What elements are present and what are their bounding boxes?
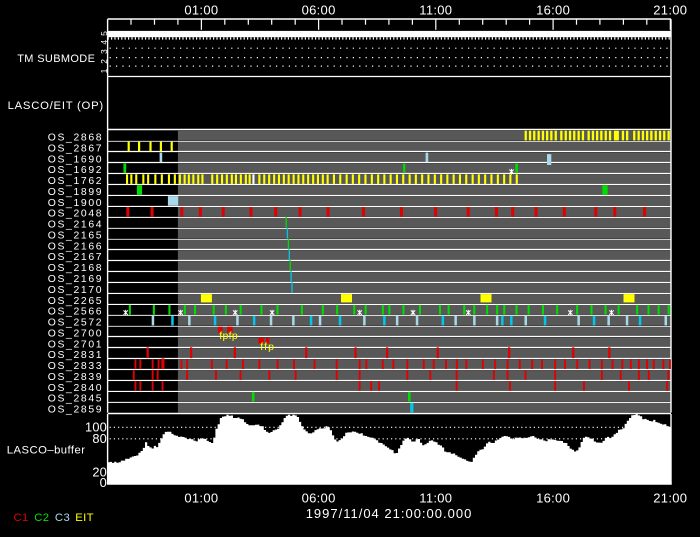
svg-text:01:00: 01:00	[184, 3, 218, 18]
svg-text:LASCO/EIT (OP): LASCO/EIT (OP)	[8, 100, 104, 112]
svg-text:OS_2845: OS_2845	[48, 394, 103, 405]
svg-text:5: 5	[99, 31, 109, 36]
svg-text:OS_2831: OS_2831	[48, 350, 103, 361]
svg-text:C1: C1	[14, 512, 29, 524]
svg-text:100: 100	[85, 420, 107, 435]
svg-text:OS_2868: OS_2868	[48, 133, 103, 144]
svg-text:OS_2265: OS_2265	[48, 296, 103, 307]
svg-text:fpfp: fpfp	[219, 330, 238, 342]
svg-text:OS_1900: OS_1900	[48, 198, 103, 209]
svg-text:01:00: 01:00	[184, 491, 218, 506]
svg-text:20: 20	[92, 465, 107, 480]
svg-text:OS_2840: OS_2840	[48, 383, 103, 394]
svg-text:OS_2859: OS_2859	[48, 405, 103, 416]
svg-text:4: 4	[99, 40, 109, 45]
svg-text:OS_2572: OS_2572	[48, 318, 103, 329]
svg-text:OS_2164: OS_2164	[48, 220, 103, 231]
svg-text:OS_2566: OS_2566	[48, 307, 103, 318]
svg-text:C2: C2	[34, 512, 49, 524]
svg-text:ffp: ffp	[260, 341, 275, 353]
svg-text:OS_2048: OS_2048	[48, 209, 103, 220]
svg-text:11:00: 11:00	[419, 3, 452, 18]
svg-text:OS_2701: OS_2701	[48, 339, 103, 350]
svg-text:TM SUBMODE: TM SUBMODE	[17, 53, 95, 65]
svg-text:OS_2165: OS_2165	[48, 231, 103, 242]
svg-text:EIT: EIT	[75, 512, 93, 524]
svg-text:OS_2167: OS_2167	[48, 252, 103, 263]
svg-text:OS_2168: OS_2168	[48, 263, 103, 274]
svg-text:3: 3	[99, 49, 109, 54]
svg-text:0: 0	[100, 475, 107, 490]
svg-text:C3: C3	[55, 512, 70, 524]
svg-text:OS_1690: OS_1690	[48, 154, 103, 165]
svg-text:OS_1762: OS_1762	[48, 176, 103, 187]
svg-text:OS_2700: OS_2700	[48, 328, 103, 339]
svg-text:OS_2867: OS_2867	[48, 143, 103, 154]
svg-text:OS_1692: OS_1692	[48, 165, 103, 176]
svg-text:OS_2169: OS_2169	[48, 274, 103, 285]
svg-text:1997/11/04 21:00:00.000: 1997/11/04 21:00:00.000	[306, 506, 473, 521]
svg-text:80: 80	[92, 431, 107, 446]
svg-text:LASCO–buffer: LASCO–buffer	[7, 445, 86, 457]
svg-text:OS_2170: OS_2170	[48, 285, 103, 296]
svg-text:06:00: 06:00	[302, 491, 336, 506]
svg-text:16:00: 16:00	[536, 491, 570, 506]
svg-text:OS_1899: OS_1899	[48, 187, 103, 198]
svg-text:16:00: 16:00	[536, 3, 570, 18]
svg-text:21:00: 21:00	[653, 3, 687, 18]
svg-text:21:00: 21:00	[653, 491, 687, 506]
svg-text:OS_2166: OS_2166	[48, 241, 103, 252]
svg-text:OS_2833: OS_2833	[48, 361, 103, 372]
svg-text:OS_2839: OS_2839	[48, 372, 103, 383]
svg-text:06:00: 06:00	[302, 3, 336, 18]
svg-text:2: 2	[99, 59, 109, 64]
svg-text:1: 1	[99, 68, 109, 73]
svg-text:11:00: 11:00	[419, 491, 452, 506]
